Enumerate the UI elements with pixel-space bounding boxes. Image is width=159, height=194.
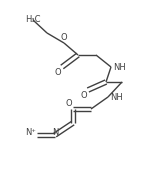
Text: O: O [61,33,67,42]
Text: O: O [65,99,72,108]
Text: N⁺: N⁺ [25,128,36,137]
Text: NH: NH [110,93,123,101]
Text: O: O [80,91,87,100]
Text: N: N [52,128,58,137]
Text: O: O [54,68,61,77]
Text: H₃C: H₃C [25,16,41,24]
Text: NH: NH [113,62,126,72]
